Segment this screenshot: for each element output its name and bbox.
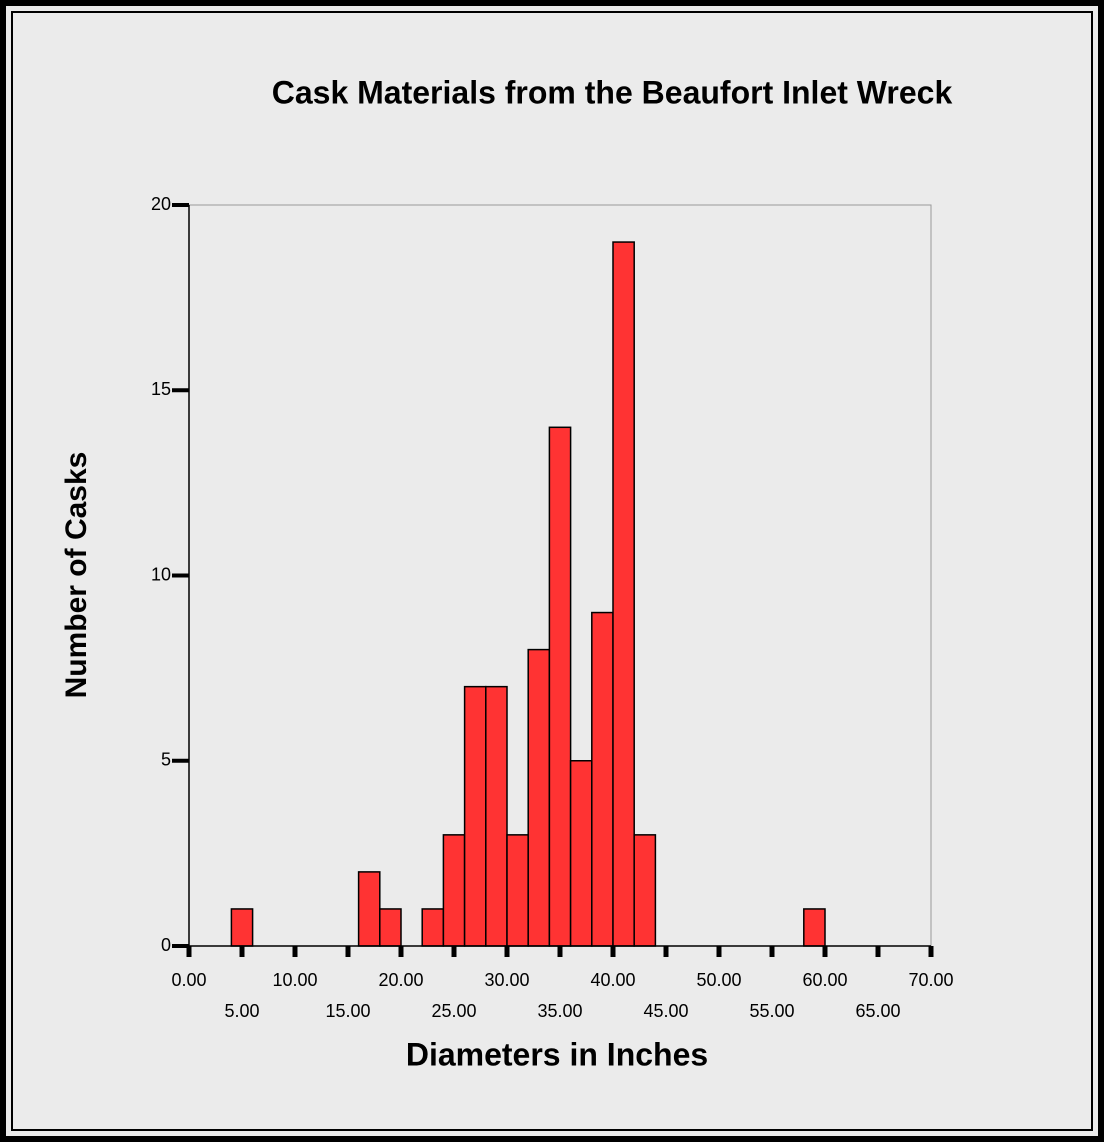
y-axis-label: Number of Casks [60,452,93,699]
x-tick-label: 55.00 [749,1001,794,1021]
bar [527,648,551,947]
x-tick-label: 40.00 [590,970,635,990]
x-tick-label: 0.00 [171,970,206,990]
bar [591,611,614,947]
bar [379,908,402,947]
y-tick-label: 5 [161,750,171,770]
x-tick-label: 30.00 [484,970,529,990]
x-tick-label: 35.00 [537,1001,582,1021]
y-tick-label: 20 [151,194,171,214]
x-tick-label: 65.00 [855,1001,900,1021]
y-tick-label: 15 [151,379,171,399]
x-tick-label: 5.00 [224,1001,259,1021]
inner-border [11,11,1093,1131]
y-tick-label: 10 [151,564,171,584]
x-tick-label: 45.00 [643,1001,688,1021]
bar [569,760,593,947]
x-tick-label: 15.00 [325,1001,370,1021]
bar [442,834,466,947]
bar [485,685,508,947]
bar [421,908,445,947]
x-tick-label: 60.00 [802,970,847,990]
x-tick-label: 50.00 [696,970,741,990]
x-tick-label: 10.00 [272,970,317,990]
x-tick-label: 25.00 [431,1001,476,1021]
x-tick-label: 20.00 [378,970,423,990]
bar [612,241,635,947]
bar [506,834,529,947]
x-tick-label: 70.00 [908,970,953,990]
bar [463,685,487,947]
bar [548,426,572,947]
chart-title: Cask Materials from the Beaufort Inlet W… [272,74,953,110]
bar [803,908,826,947]
x-axis-label: Diameters in Inches [406,1036,708,1072]
bar [633,834,657,947]
bar [357,871,381,947]
bar [230,908,254,947]
y-tick-label: 0 [161,935,171,955]
